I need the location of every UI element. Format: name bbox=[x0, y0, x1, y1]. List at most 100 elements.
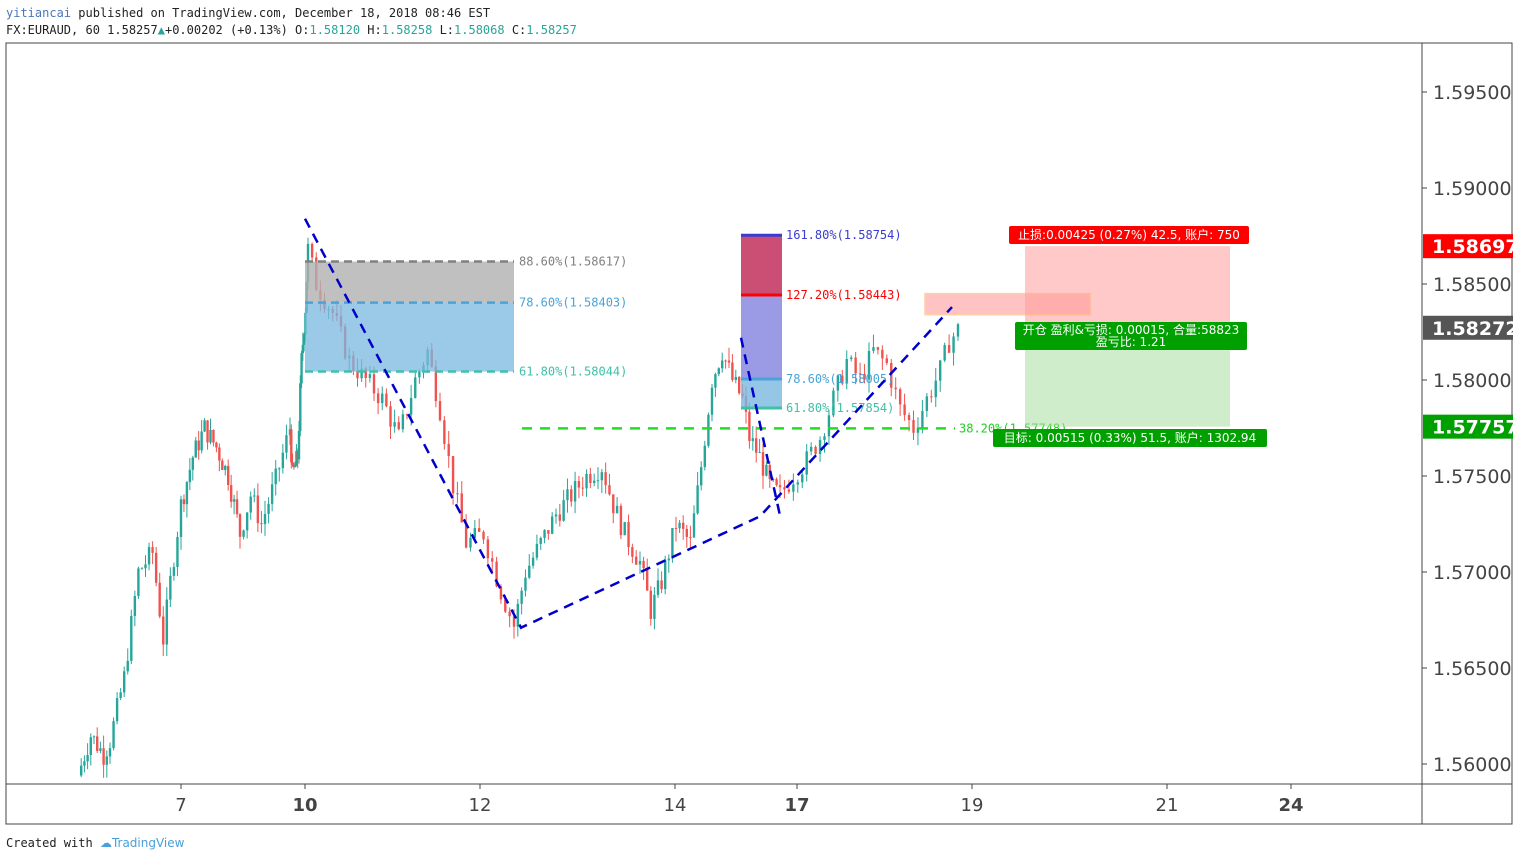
candle-body bbox=[600, 472, 604, 481]
close-label: C: bbox=[511, 23, 527, 37]
candle-body bbox=[674, 528, 678, 530]
candle-body bbox=[102, 748, 105, 765]
candle-body bbox=[809, 446, 813, 452]
candle-body bbox=[491, 558, 494, 562]
candle-body bbox=[660, 580, 663, 590]
candle-body bbox=[302, 334, 306, 345]
candle-body bbox=[290, 429, 293, 463]
y-tick-label: 1.56000 bbox=[1433, 754, 1512, 776]
position-entry-label: 盈亏比: 1.21 bbox=[1096, 335, 1167, 349]
footer: Created with ☁TradingView bbox=[6, 836, 184, 850]
fib-zone-gray bbox=[305, 261, 514, 303]
candle-body bbox=[734, 376, 737, 380]
candle-body bbox=[775, 479, 778, 486]
candle-body bbox=[863, 373, 866, 380]
candle-body bbox=[528, 565, 531, 578]
candle-body bbox=[151, 547, 154, 553]
tradingview-brand[interactable]: TradingView bbox=[111, 836, 185, 850]
candle-body bbox=[585, 473, 588, 489]
publish-info: yitiancai published on TradingView.com, … bbox=[6, 6, 490, 20]
candle-body bbox=[285, 435, 288, 453]
candle-body bbox=[854, 357, 857, 374]
candle-body bbox=[535, 543, 539, 558]
candle-body bbox=[376, 393, 380, 404]
candle-body bbox=[96, 736, 99, 751]
fib-extension-label: 78.60%(1.58005) bbox=[786, 372, 894, 386]
candle-body bbox=[293, 465, 297, 468]
fib-retracement-label: 88.60%(1.58617) bbox=[519, 255, 627, 269]
candle-body bbox=[581, 487, 584, 489]
candle-body bbox=[642, 560, 645, 569]
candle-body bbox=[761, 452, 765, 476]
candle-body bbox=[245, 512, 249, 531]
candle-body bbox=[209, 429, 212, 443]
candle-body bbox=[499, 586, 503, 600]
candle-body bbox=[191, 457, 194, 470]
fib-ext-zone-blue bbox=[741, 379, 782, 409]
candle-body bbox=[748, 411, 751, 441]
candle-body bbox=[531, 557, 535, 566]
candle-body bbox=[627, 522, 630, 548]
candle-body bbox=[714, 374, 717, 388]
x-tick-label: 10 bbox=[292, 795, 317, 816]
candle-body bbox=[401, 414, 405, 430]
candle-body bbox=[200, 431, 203, 451]
candle-body bbox=[242, 530, 245, 537]
candle-body bbox=[482, 531, 485, 540]
candle-body bbox=[221, 460, 224, 470]
candle-body bbox=[263, 513, 267, 525]
candle-body bbox=[372, 374, 376, 394]
fib-extension-label: 161.80%(1.58754) bbox=[786, 228, 902, 242]
candle-body bbox=[867, 350, 871, 380]
candle-body bbox=[229, 485, 233, 502]
candle-body bbox=[203, 420, 206, 432]
candle-body bbox=[615, 505, 619, 514]
candle-body bbox=[539, 537, 542, 544]
candle-body bbox=[80, 765, 83, 776]
candle-body bbox=[133, 596, 137, 616]
candle-body bbox=[172, 566, 176, 576]
x-tick-label: 21 bbox=[1156, 795, 1179, 816]
candle-body bbox=[796, 482, 799, 485]
candle-body bbox=[678, 522, 681, 529]
candle-body bbox=[751, 438, 754, 441]
candle-body bbox=[939, 360, 942, 381]
y-tick-label: 1.58500 bbox=[1433, 274, 1512, 296]
candle-body bbox=[890, 363, 893, 388]
candle-body bbox=[881, 349, 884, 359]
candle-body bbox=[700, 467, 703, 486]
candle-body bbox=[577, 481, 581, 488]
candle-body bbox=[397, 422, 400, 430]
fib-ext-zone-purple bbox=[741, 294, 782, 380]
low-value: 1.58068 bbox=[454, 23, 505, 37]
high-label: H: bbox=[367, 23, 382, 37]
y-tick-label: 1.57000 bbox=[1433, 562, 1512, 584]
candle-body bbox=[592, 480, 596, 484]
candle-body bbox=[105, 756, 108, 765]
author-link[interactable]: yitiancai bbox=[6, 6, 72, 20]
candle-body bbox=[731, 362, 734, 380]
price-change: +0.00202 (+0.13%) bbox=[164, 23, 288, 37]
candle-body bbox=[823, 436, 826, 440]
candle-body bbox=[270, 484, 274, 504]
candle-body bbox=[947, 345, 951, 353]
candle-body bbox=[934, 380, 937, 398]
candle-body bbox=[464, 522, 468, 548]
candle-body bbox=[389, 406, 392, 427]
candle-body bbox=[566, 489, 569, 501]
candle-body bbox=[197, 440, 200, 451]
candle-body bbox=[176, 536, 179, 567]
fib-extension-label: 127.20%(1.58443) bbox=[786, 288, 902, 302]
symbol-info: FX:EURAUD, 60 1.58257▲+0.00202 (+0.13%) … bbox=[6, 23, 577, 37]
candle-body bbox=[185, 482, 189, 505]
candle-body bbox=[656, 580, 660, 595]
candle-body bbox=[512, 616, 516, 627]
entry-zone-box bbox=[924, 292, 1091, 316]
stop-loss-label: 止损:0.00425 (0.27%) 42.5, 账户: 750 bbox=[1018, 227, 1240, 242]
candle-body bbox=[310, 243, 314, 258]
candle-body bbox=[300, 353, 303, 384]
candle-body bbox=[218, 447, 221, 461]
candle-body bbox=[182, 499, 186, 505]
candle-body bbox=[253, 495, 256, 497]
